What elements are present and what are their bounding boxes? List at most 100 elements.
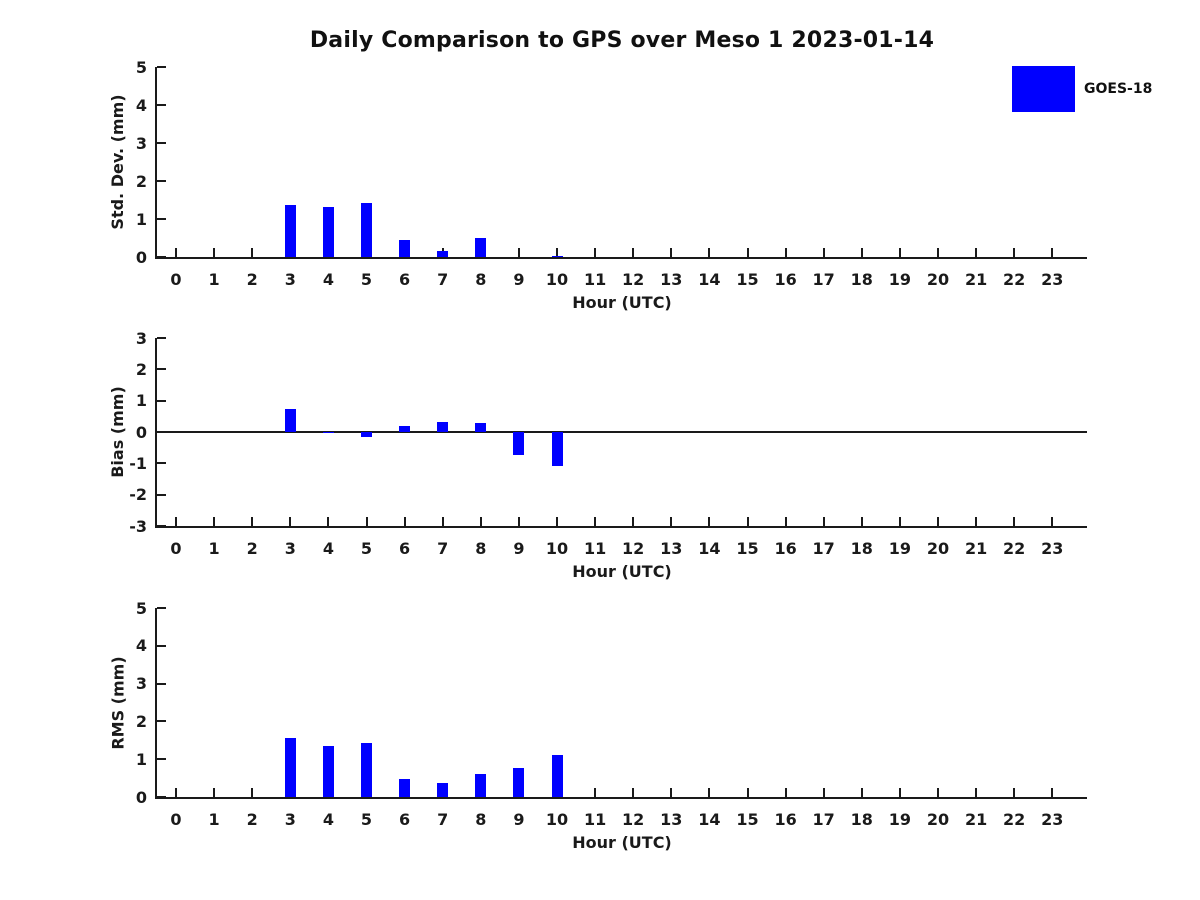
y-tick	[157, 644, 166, 647]
bar	[551, 755, 563, 797]
y-tick-label: 1	[135, 209, 147, 229]
x-axis-spine	[155, 797, 1087, 799]
x-tick-label: 4	[322, 539, 334, 558]
x-tick-label: 3	[284, 810, 296, 829]
x-tick	[1051, 248, 1054, 257]
x-axis-spine	[155, 526, 1087, 528]
x-tick	[365, 788, 368, 797]
x-tick-label: 18	[850, 539, 873, 558]
x-tick-label: 12	[622, 539, 645, 558]
x-tick	[403, 517, 406, 526]
x-tick	[289, 248, 292, 257]
x-tick	[556, 517, 558, 526]
x-tick-label: 13	[660, 810, 683, 829]
x-tick	[441, 517, 444, 526]
x-tick-label: 17	[812, 810, 835, 829]
x-tick	[898, 248, 901, 257]
x-tick-label: 15	[736, 270, 759, 289]
x-tick	[175, 517, 177, 526]
y-tick-label: 5	[135, 598, 147, 618]
x-tick	[975, 788, 978, 797]
x-tick-label: 22	[1003, 810, 1026, 829]
x-tick-label: 8	[475, 810, 487, 829]
x-tick-label: 2	[246, 270, 258, 289]
bar	[322, 206, 334, 257]
x-tick	[1013, 788, 1016, 797]
bar	[361, 743, 372, 797]
x-tick	[1051, 788, 1054, 797]
y-axis-spine	[155, 338, 157, 528]
x-tick-label: 7	[437, 539, 449, 558]
x-tick	[1051, 517, 1054, 526]
x-tick-label: 0	[170, 539, 182, 558]
x-tick	[860, 788, 863, 797]
x-axis-spine	[155, 257, 1087, 259]
y-tick-label: 1	[135, 391, 147, 411]
x-tick-label: 17	[812, 539, 835, 558]
x-tick-label: 9	[513, 270, 525, 289]
y-tick-label: -3	[129, 516, 147, 536]
x-tick-label: 9	[513, 810, 525, 829]
bar	[399, 779, 411, 797]
x-tick	[365, 248, 368, 257]
x-tick	[594, 517, 597, 526]
x-tick-label: 11	[583, 539, 607, 558]
x-tick	[937, 248, 939, 257]
x-tick-label: 4	[322, 270, 334, 289]
x-tick-label: 1	[208, 539, 220, 558]
x-tick	[289, 517, 292, 526]
x-tick-label: 20	[926, 539, 950, 558]
bar	[322, 745, 334, 797]
y-axis-label: RMS (mm)	[108, 655, 127, 750]
x-tick-label: 7	[437, 810, 449, 829]
x-tick	[860, 248, 863, 257]
x-tick-label: 9	[513, 539, 525, 558]
x-tick	[746, 248, 749, 257]
x-tick	[289, 788, 292, 797]
x-tick-label: 15	[736, 810, 759, 829]
y-tick-label: 1	[135, 749, 147, 769]
x-tick-label: 8	[475, 270, 487, 289]
bar	[475, 422, 487, 432]
x-tick-label: 23	[1041, 539, 1064, 558]
y-tick	[157, 682, 166, 685]
x-tick	[670, 788, 673, 797]
x-tick	[365, 517, 368, 526]
bar	[399, 426, 411, 432]
y-tick	[157, 796, 166, 798]
x-axis-label: Hour (UTC)	[572, 833, 672, 852]
y-tick-label: 2	[135, 711, 147, 731]
y-tick-label: 2	[135, 171, 147, 191]
x-tick	[556, 248, 558, 257]
x-tick	[251, 248, 254, 257]
x-tick	[975, 248, 978, 257]
y-tick-label: 0	[135, 787, 147, 807]
x-tick	[327, 248, 330, 257]
x-tick	[937, 788, 939, 797]
bar	[284, 204, 296, 257]
x-tick	[1013, 517, 1016, 526]
x-tick	[517, 788, 520, 797]
x-tick-label: 8	[475, 539, 487, 558]
y-axis-spine	[155, 608, 157, 799]
x-tick	[898, 517, 901, 526]
x-tick-label: 19	[888, 270, 912, 289]
x-tick	[632, 517, 635, 526]
x-tick-label: 11	[583, 270, 607, 289]
x-tick-label: 20	[926, 270, 950, 289]
bar	[361, 203, 372, 257]
x-tick-label: 12	[622, 270, 645, 289]
bar	[437, 251, 449, 257]
y-tick-label: 5	[135, 57, 147, 77]
x-tick	[175, 248, 177, 257]
x-tick	[975, 517, 978, 526]
y-tick-label: 0	[135, 422, 147, 442]
y-tick-label: 4	[135, 636, 147, 656]
x-tick-label: 2	[246, 539, 258, 558]
x-tick	[479, 788, 482, 797]
x-tick-label: 6	[399, 539, 411, 558]
bar	[475, 237, 487, 257]
y-tick	[157, 720, 166, 723]
